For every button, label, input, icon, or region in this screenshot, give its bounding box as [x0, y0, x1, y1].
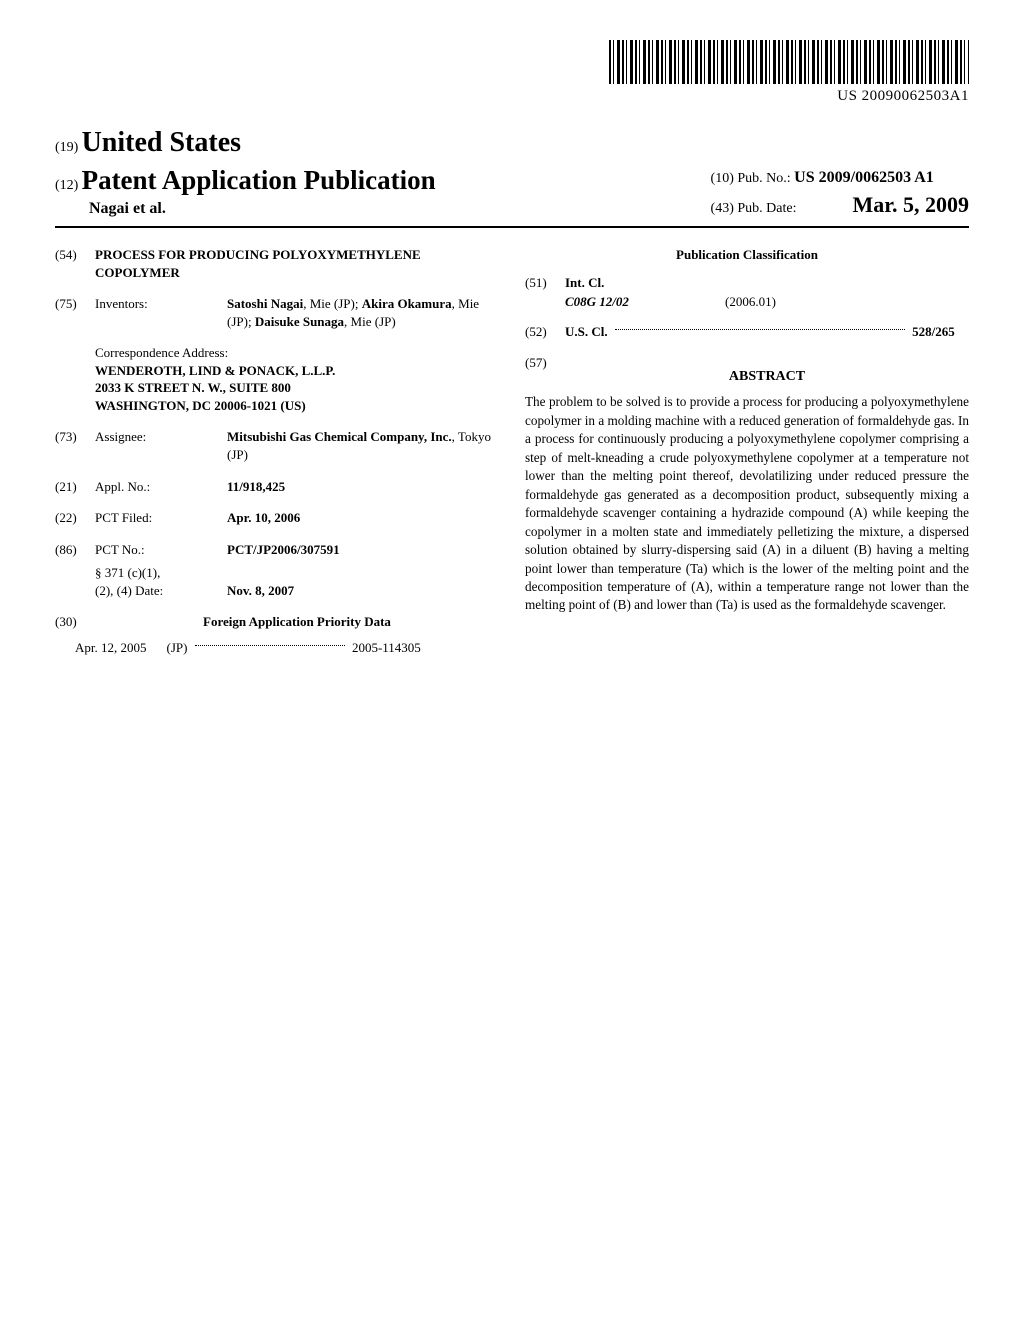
- barcode-graphic: [609, 40, 969, 84]
- inventors-label: Inventors:: [95, 295, 227, 330]
- field-73-num: (73): [55, 428, 95, 463]
- uscl-value: 528/265: [912, 324, 955, 339]
- field-21-num: (21): [55, 478, 95, 496]
- field-57-num: (57): [525, 354, 565, 393]
- abstract-heading: ABSTRACT: [565, 368, 969, 387]
- priority-cc: (JP): [167, 640, 188, 655]
- priority-date: Apr. 12, 2005: [75, 639, 147, 657]
- pct-no-label: PCT No.:: [95, 541, 227, 559]
- code-19: (19): [55, 140, 78, 155]
- left-column: (54) PROCESS FOR PRODUCING POLYOXYMETHYL…: [55, 246, 499, 656]
- invention-title: PROCESS FOR PRODUCING POLYOXYMETHYLENE C…: [95, 246, 499, 281]
- pub-date: Mar. 5, 2009: [852, 192, 969, 217]
- intcl-label: Int. Cl.: [565, 274, 604, 292]
- pct-filed-label: PCT Filed:: [95, 509, 227, 527]
- inventor-3: Daisuke Sunaga: [255, 314, 344, 329]
- inventor-1: Satoshi Nagai: [227, 296, 303, 311]
- appl-no: 11/918,425: [227, 478, 499, 496]
- s371-line1: § 371 (c)(1),: [95, 564, 227, 582]
- field-75-num: (75): [55, 295, 95, 330]
- pub-date-label: Pub. Date:: [737, 201, 796, 216]
- code-10: (10): [711, 171, 734, 186]
- corr-label: Correspondence Address:: [95, 344, 499, 362]
- code-43: (43): [711, 201, 734, 216]
- s371-label: § 371 (c)(1), (2), (4) Date:: [95, 564, 227, 599]
- priority-appno: 2005-114305: [352, 640, 421, 655]
- field-52-num: (52): [525, 323, 565, 341]
- foreign-priority-label: Foreign Application Priority Data: [95, 613, 499, 631]
- pub-type: Patent Application Publication: [82, 165, 436, 195]
- barcode-number: US 20090062503A1: [55, 86, 969, 106]
- authors-line: Nagai et al.: [55, 198, 711, 220]
- country: United States: [82, 127, 241, 158]
- pub-no: US 2009/0062503 A1: [794, 169, 934, 186]
- header: (19) United States (12) Patent Applicati…: [55, 124, 969, 228]
- pct-filed: Apr. 10, 2006: [227, 509, 499, 527]
- corr-line2: 2033 K STREET N. W., SUITE 800: [95, 379, 499, 397]
- corr-line3: WASHINGTON, DC 20006-1021 (US): [95, 397, 499, 415]
- assignee-name: Mitsubishi Gas Chemical Company, Inc.: [227, 429, 452, 444]
- intcl-code: C08G 12/02: [565, 293, 725, 311]
- corr-line1: WENDEROTH, LIND & PONACK, L.L.P.: [95, 362, 499, 380]
- right-column: Publication Classification (51) Int. Cl.…: [525, 246, 969, 656]
- appl-no-label: Appl. No.:: [95, 478, 227, 496]
- s371-line2: (2), (4) Date:: [95, 582, 227, 600]
- abstract-text: The problem to be solved is to provide a…: [525, 393, 969, 615]
- inventor-3-loc: , Mie (JP): [344, 314, 396, 329]
- inventor-2: Akira Okamura: [362, 296, 452, 311]
- uscl-label: U.S. Cl.: [565, 324, 608, 339]
- code-12: (12): [55, 178, 78, 193]
- pub-no-label: Pub. No.:: [737, 171, 790, 186]
- dots-leader-uscl: [615, 329, 905, 330]
- field-54-num: (54): [55, 246, 95, 281]
- intcl-year: (2006.01): [725, 293, 776, 311]
- correspondence-address: Correspondence Address: WENDEROTH, LIND …: [95, 344, 499, 414]
- field-86-num: (86): [55, 541, 95, 559]
- inventor-1-loc: , Mie (JP);: [303, 296, 362, 311]
- field-30-num: (30): [55, 613, 95, 631]
- inventors-value: Satoshi Nagai, Mie (JP); Akira Okamura , …: [227, 295, 499, 330]
- field-51-num: (51): [525, 274, 565, 292]
- assignee-label: Assignee:: [95, 428, 227, 463]
- classification-heading: Publication Classification: [525, 246, 969, 264]
- pct-no: PCT/JP2006/307591: [227, 541, 499, 559]
- dots-leader: [195, 645, 345, 646]
- field-22-num: (22): [55, 509, 95, 527]
- assignee-value: Mitsubishi Gas Chemical Company, Inc., T…: [227, 428, 499, 463]
- s371-date: Nov. 8, 2007: [227, 582, 499, 600]
